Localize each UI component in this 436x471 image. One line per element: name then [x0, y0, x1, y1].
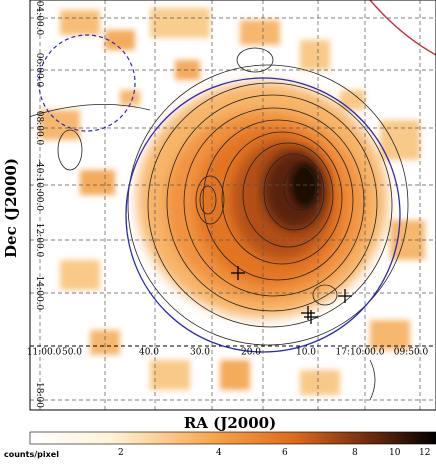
- ra-tick-labels: 11:00.0 50.0 40.0 30.0 20.0 10.0 17:10:00.0 09:…: [27, 348, 429, 358]
- dec-tick-label: 04:00.0: [34, 1, 44, 36]
- colorbar-tick: 4: [216, 448, 222, 458]
- cluster-emission: [137, 82, 387, 318]
- colorbar-tick: 12: [419, 448, 431, 458]
- coordinate-grid: [30, 0, 436, 410]
- colorbar: [29, 431, 436, 445]
- dec-tick-label: -40:10:00.0: [34, 159, 44, 211]
- colorbar-tick: 2: [118, 448, 124, 458]
- dec-tick-labels: 04:00.0 06:00.0 08:00.0 -40:10:00.0 12:00.0 1…: [34, 1, 44, 409]
- point-source-marker: [338, 289, 352, 303]
- ra-tick-label: 11:00.0: [27, 348, 62, 358]
- dec-tick-label: 06:00.0: [34, 53, 44, 88]
- point-sources: [231, 266, 352, 324]
- diffuse-emission: [40, 8, 425, 395]
- ra-tick-label: 17:10:00.0: [335, 348, 384, 358]
- extraction-region-circle: [125, 77, 401, 353]
- colorbar-tick: 6: [282, 448, 288, 458]
- y-axis-label: Dec (J2000): [2, 158, 20, 258]
- contour-lines: [30, 47, 409, 401]
- colorbar-tick: 8: [352, 448, 358, 458]
- background-region-circle: [38, 34, 136, 132]
- point-source-marker: [301, 306, 315, 320]
- dec-tick-label: 12:00.0: [34, 223, 44, 258]
- field-edge-arc: [369, 0, 436, 56]
- point-source-marker: [231, 266, 245, 280]
- x-axis-label: RA (J2000): [183, 414, 277, 432]
- dec-tick-label: 08:00.0: [34, 111, 44, 146]
- ra-tick-label: 40.0: [139, 348, 159, 358]
- ra-tick-label: 09:50.0: [394, 348, 429, 358]
- plot-frame: [29, 0, 436, 411]
- dec-tick-label: 14:00.0: [34, 276, 44, 311]
- dec-tick-label: 18:00: [34, 382, 44, 408]
- ra-tick-label: 20.0: [241, 348, 261, 358]
- ra-tick-label: 10.0: [296, 348, 316, 358]
- point-source-marker: [304, 310, 318, 324]
- ra-tick-label: 50.0: [62, 348, 82, 358]
- ra-tick-label: 30.0: [190, 348, 210, 358]
- colorbar-unit-label: counts/pixel: [4, 450, 59, 459]
- colorbar-tick: 10: [389, 448, 401, 458]
